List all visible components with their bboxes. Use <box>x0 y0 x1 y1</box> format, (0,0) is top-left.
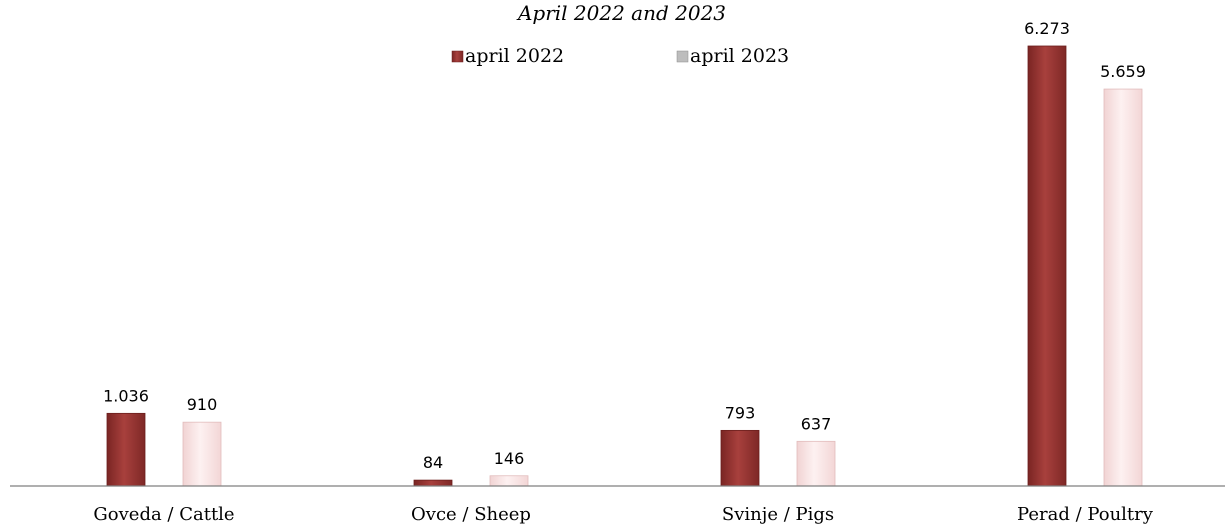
bar-april-2022-goveda-cattle <box>106 412 146 487</box>
data-label-april-2022-ovce-sheep: 84 <box>423 453 443 472</box>
data-label-april-2022-svinje-pigs: 793 <box>725 403 756 422</box>
bar-april-2023-goveda-cattle <box>182 421 222 487</box>
legend-swatch-april-2022 <box>451 50 464 63</box>
legend-label-april-2022: april 2022 <box>465 45 564 67</box>
category-label-perad-poultry: Perad / Poultry <box>1017 504 1154 525</box>
legend-item-april-2023: april 2023 <box>676 45 789 67</box>
legend: april 2022 april 2023 <box>451 45 789 67</box>
bar-april-2022-svinje-pigs <box>720 429 760 487</box>
bars <box>106 45 1143 487</box>
category-label-svinje-pigs: Svinje / Pigs <box>722 504 834 525</box>
data-labels: 1.036 84 793 6.273 910 146 637 5.659 <box>103 19 1146 472</box>
bar-april-2022-perad-poultry <box>1027 45 1067 487</box>
data-label-april-2023-ovce-sheep: 146 <box>494 449 525 468</box>
category-label-goveda-cattle: Goveda / Cattle <box>93 504 234 525</box>
data-label-april-2022-perad-poultry: 6.273 <box>1024 19 1070 38</box>
data-label-april-2023-perad-poultry: 5.659 <box>1100 62 1146 81</box>
legend-swatch-april-2023 <box>676 50 689 63</box>
data-label-april-2022-goveda-cattle: 1.036 <box>103 386 149 405</box>
data-label-april-2023-svinje-pigs: 637 <box>801 414 832 433</box>
data-label-april-2023-goveda-cattle: 910 <box>187 395 218 414</box>
bar-april-2022-ovce-sheep <box>413 479 453 487</box>
legend-item-april-2022: april 2022 <box>451 45 564 67</box>
legend-label-april-2023: april 2023 <box>690 45 789 67</box>
bar-april-2023-perad-poultry <box>1103 88 1143 487</box>
bar-april-2023-svinje-pigs <box>796 440 836 487</box>
category-label-ovce-sheep: Ovce / Sheep <box>411 504 531 525</box>
category-labels: Goveda / Cattle Ovce / Sheep Svinje / Pigs… <box>93 504 1153 525</box>
chart-subtitle: April 2022 and 2023 <box>516 1 726 25</box>
bar-april-2023-ovce-sheep <box>489 475 529 487</box>
